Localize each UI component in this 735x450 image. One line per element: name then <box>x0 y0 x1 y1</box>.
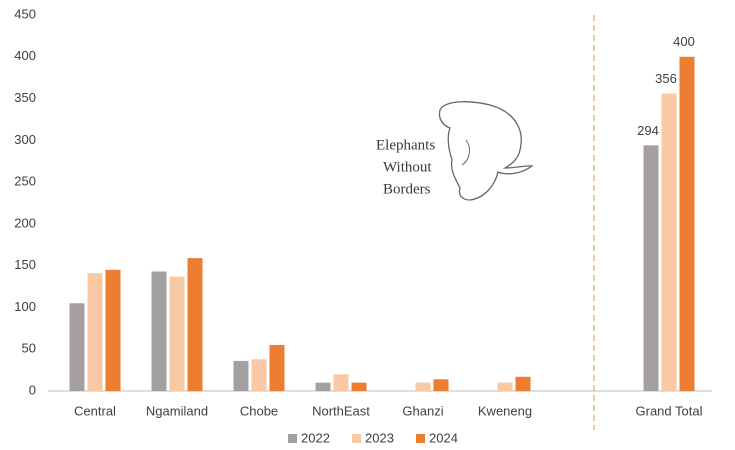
legend-swatch <box>352 434 361 443</box>
bar <box>333 374 349 391</box>
logo: Elephants Without Borders <box>376 101 534 201</box>
legend-label: 2022 <box>301 430 330 445</box>
bar <box>69 303 85 391</box>
x-tick-label: Chobe <box>240 403 278 418</box>
bar <box>87 273 103 391</box>
bar <box>269 345 285 391</box>
bar <box>497 382 513 391</box>
y-tick-label: 250 <box>14 174 36 189</box>
bar <box>661 93 677 391</box>
bar <box>105 269 121 391</box>
y-tick-label: 300 <box>14 132 36 147</box>
bar <box>315 382 331 391</box>
y-tick-label: 350 <box>14 90 36 105</box>
logo-text: Without <box>383 159 432 175</box>
bar <box>233 360 249 391</box>
bar <box>433 379 449 391</box>
y-tick-label: 100 <box>14 299 36 314</box>
x-tick-label: Kweneng <box>478 403 532 418</box>
elephant-ear <box>461 139 470 166</box>
y-tick-label: 150 <box>14 257 36 272</box>
data-label: 294 <box>637 123 659 138</box>
legend-swatch <box>288 434 297 443</box>
y-tick-label: 0 <box>29 382 36 397</box>
data-label: 400 <box>673 34 695 49</box>
y-tick-label: 450 <box>14 6 36 21</box>
logo-text: Elephants <box>376 137 435 153</box>
y-tick-label: 400 <box>14 48 36 63</box>
y-tick-label: 200 <box>14 215 36 230</box>
x-tick-label: Ghanzi <box>402 403 443 418</box>
bar <box>643 145 659 391</box>
bar <box>415 382 431 391</box>
x-tick-label: Central <box>74 403 116 418</box>
bar <box>169 276 185 391</box>
bar <box>351 382 367 391</box>
legend-label: 2024 <box>429 430 458 445</box>
bar <box>187 258 203 391</box>
bar <box>151 271 167 391</box>
bar <box>515 376 531 391</box>
legend-label: 2023 <box>365 430 394 445</box>
logo-text: Borders <box>383 181 431 197</box>
bar <box>251 359 267 391</box>
x-tick-label: Grand Total <box>636 403 703 418</box>
x-tick-label: Ngamiland <box>146 403 208 418</box>
legend-swatch <box>416 434 425 443</box>
bar <box>679 56 695 392</box>
elephant-outline <box>438 101 534 201</box>
x-tick-label: NorthEast <box>312 403 370 418</box>
y-tick-label: 50 <box>22 341 36 356</box>
data-label: 356 <box>655 71 677 86</box>
